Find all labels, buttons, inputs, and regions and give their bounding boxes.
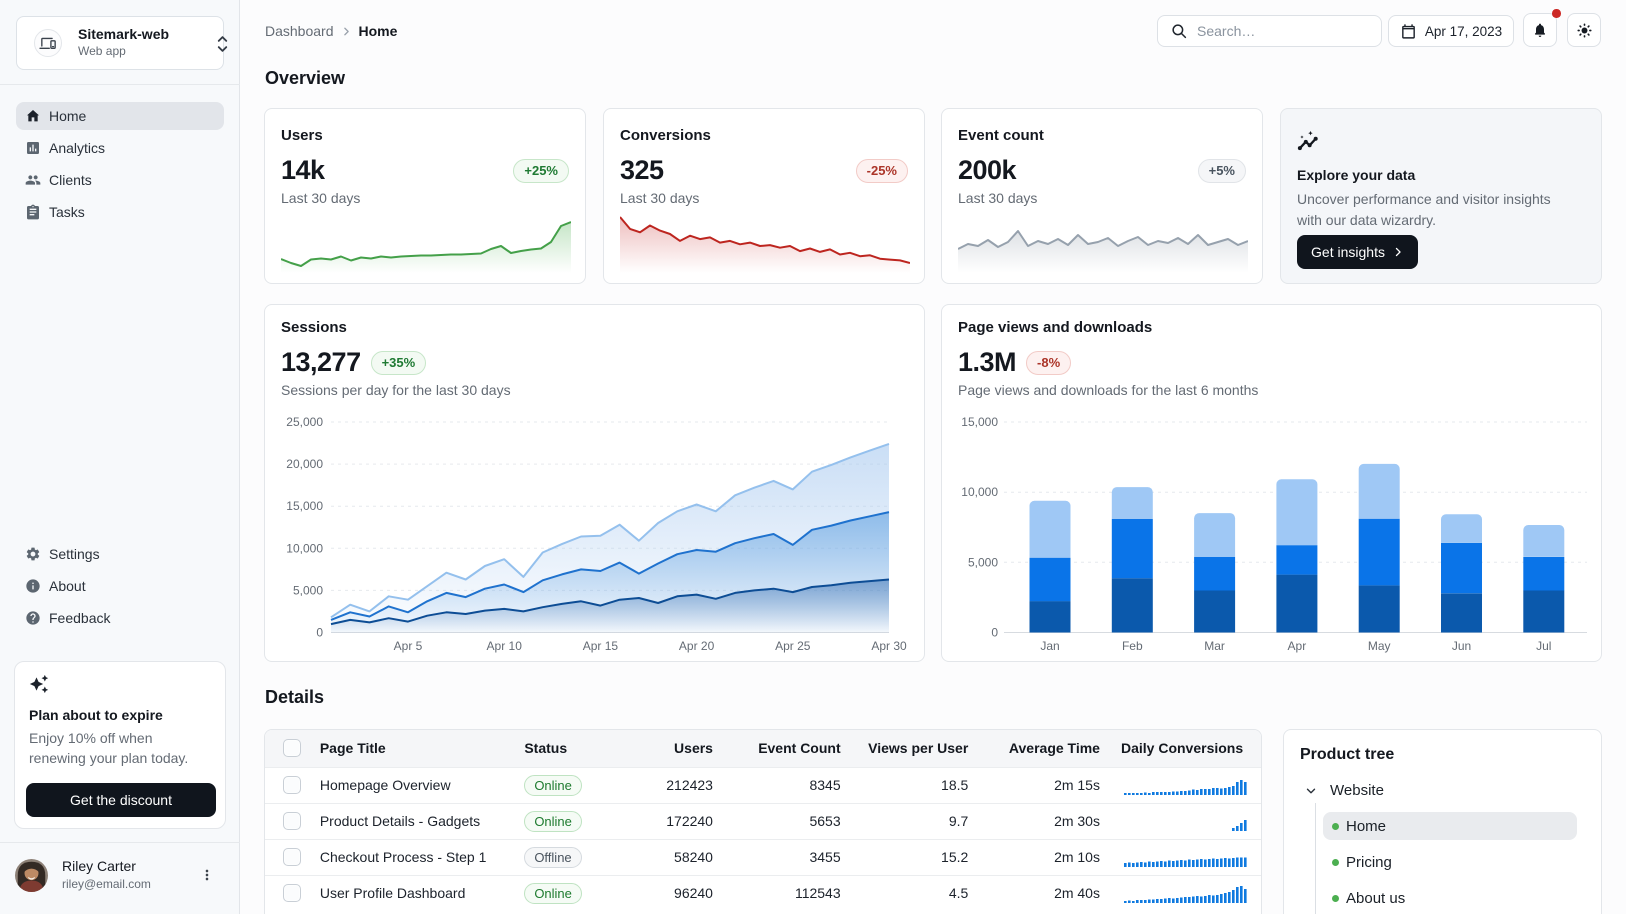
svg-text:15,000: 15,000 <box>961 415 998 429</box>
svg-text:Jan: Jan <box>1040 639 1059 653</box>
svg-text:0: 0 <box>991 626 998 640</box>
svg-text:Jul: Jul <box>1536 639 1551 653</box>
svg-text:Mar: Mar <box>1204 639 1225 653</box>
svg-text:Apr: Apr <box>1288 639 1307 653</box>
svg-text:Apr 5: Apr 5 <box>394 639 423 653</box>
svg-text:Apr 20: Apr 20 <box>679 639 715 653</box>
svg-text:5,000: 5,000 <box>968 555 998 569</box>
svg-text:May: May <box>1368 639 1391 653</box>
svg-text:10,000: 10,000 <box>961 485 998 499</box>
svg-text:Apr 25: Apr 25 <box>775 639 811 653</box>
svg-text:15,000: 15,000 <box>286 499 323 513</box>
svg-text:10,000: 10,000 <box>286 541 323 555</box>
svg-text:0: 0 <box>316 626 323 640</box>
svg-text:Apr 30: Apr 30 <box>871 639 907 653</box>
svg-text:5,000: 5,000 <box>293 583 323 597</box>
svg-text:25,000: 25,000 <box>286 415 323 429</box>
svg-text:Jun: Jun <box>1452 639 1471 653</box>
svg-text:Apr 15: Apr 15 <box>583 639 619 653</box>
svg-text:Apr 10: Apr 10 <box>487 639 523 653</box>
svg-text:20,000: 20,000 <box>286 457 323 471</box>
svg-text:Feb: Feb <box>1122 639 1143 653</box>
